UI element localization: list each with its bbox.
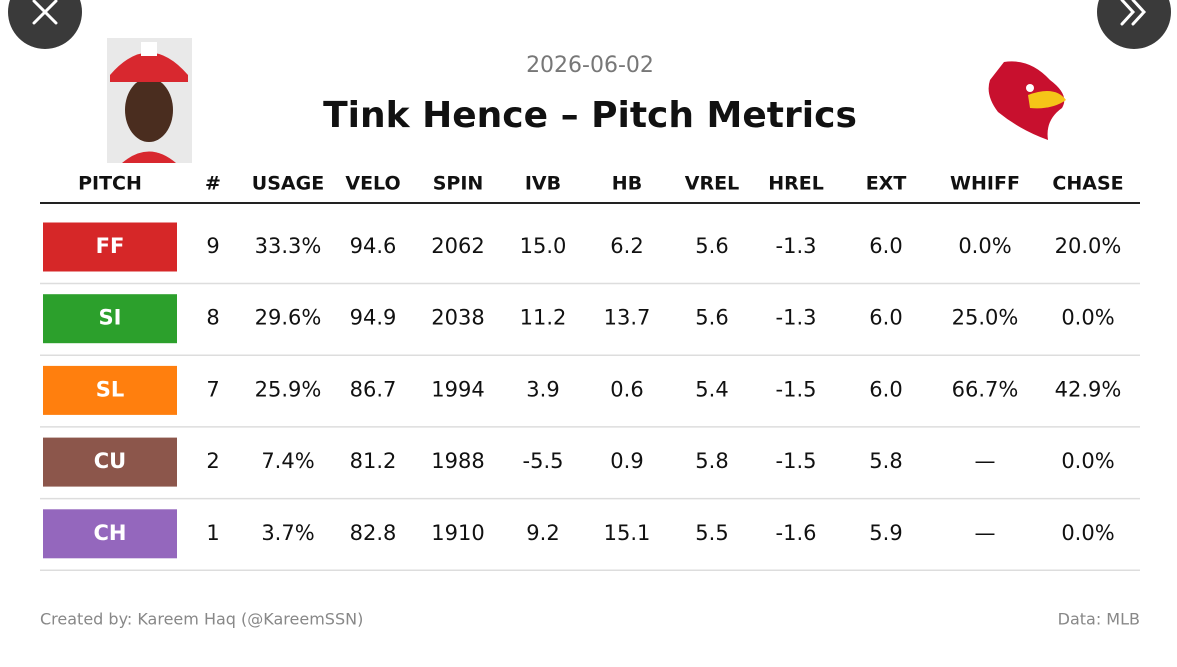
cell: 7 — [206, 377, 219, 401]
cell: 5.9 — [869, 521, 902, 545]
cell: -1.3 — [776, 306, 817, 330]
column-header: PITCH — [78, 173, 142, 195]
cell: — — [975, 449, 996, 473]
cell: 1988 — [431, 449, 484, 473]
cell: 20.0% — [1055, 234, 1122, 258]
column-header: EXT — [866, 173, 907, 195]
cell: -5.5 — [523, 449, 564, 473]
player-photo — [107, 38, 192, 163]
pitch-badge — [43, 222, 177, 272]
cell: 11.2 — [520, 306, 567, 330]
cell: 94.6 — [350, 234, 397, 258]
cell: 9 — [206, 234, 219, 258]
column-header: WHIFF — [950, 173, 1020, 195]
close-button[interactable] — [8, 0, 82, 49]
column-header: SPIN — [433, 173, 484, 195]
cell: 25.0% — [952, 306, 1019, 330]
cell: -1.6 — [776, 521, 817, 545]
cell: 5.6 — [695, 306, 728, 330]
cell: 1910 — [431, 521, 484, 545]
cell: -1.5 — [776, 449, 817, 473]
cell: 82.8 — [350, 521, 397, 545]
cell: 8 — [206, 306, 219, 330]
pitch-badge — [43, 437, 177, 487]
cell: 2062 — [431, 234, 484, 258]
cell: 15.1 — [604, 521, 651, 545]
cell: 6.0 — [869, 306, 902, 330]
cell: 5.4 — [695, 377, 728, 401]
cell: 5.8 — [695, 449, 728, 473]
team-logo — [988, 61, 1066, 141]
cell: 3.9 — [526, 377, 559, 401]
cell: 5.8 — [869, 449, 902, 473]
cell: 6.0 — [869, 377, 902, 401]
cell: 2 — [206, 449, 219, 473]
cell: 6.0 — [869, 234, 902, 258]
date: 2026-06-02 — [526, 53, 654, 78]
cell: 1 — [206, 521, 219, 545]
column-header: HREL — [768, 173, 824, 195]
table: PITCH # USAGE VELO SPIN IVB HB VREL HREL EXT WHIFF… — [40, 173, 1140, 572]
pitch-type: CU — [94, 449, 126, 473]
cell: 33.3% — [255, 234, 322, 258]
cell: 0.6 — [610, 377, 643, 401]
cell: 86.7 — [350, 377, 397, 401]
cell: 0.0% — [1061, 449, 1114, 473]
column-header: # — [205, 173, 221, 195]
pitch-badge — [43, 365, 177, 415]
pitch-badge — [43, 509, 177, 559]
cell: 42.9% — [1055, 377, 1122, 401]
cell: 9.2 — [526, 521, 559, 545]
cell: 5.5 — [695, 521, 728, 545]
cell: 3.7% — [261, 521, 314, 545]
column-header: VELO — [345, 173, 400, 195]
cell: -1.5 — [776, 377, 817, 401]
next-button[interactable] — [1097, 0, 1171, 49]
column-header: CHASE — [1052, 173, 1123, 195]
cell: 2038 — [431, 306, 484, 330]
column-header: HB — [612, 173, 642, 195]
cell: 25.9% — [255, 377, 322, 401]
cell: 13.7 — [604, 306, 651, 330]
cell: 66.7% — [952, 377, 1019, 401]
cell: 29.6% — [255, 306, 322, 330]
cell: 15.0 — [520, 234, 567, 258]
column-header: USAGE — [252, 173, 324, 195]
credit: Created by: Kareem Haq (@KareemSSN) — [40, 610, 363, 629]
cell: 0.0% — [1061, 306, 1114, 330]
cell: 94.9 — [350, 306, 397, 330]
cell: 81.2 — [350, 449, 397, 473]
cell: -1.3 — [776, 234, 817, 258]
cell: — — [975, 521, 996, 545]
column-header: VREL — [685, 173, 739, 195]
cell: 7.4% — [261, 449, 314, 473]
pitch-type: CH — [94, 521, 127, 545]
cell: 6.2 — [610, 234, 643, 258]
pitch-badge — [43, 294, 177, 344]
pitch-type: SL — [96, 377, 125, 401]
pitch-type: SI — [99, 306, 122, 330]
title: Tink Hence – Pitch Metrics — [323, 95, 857, 136]
cell: 5.6 — [695, 234, 728, 258]
column-header: IVB — [525, 173, 561, 195]
cell: 1994 — [431, 377, 484, 401]
cell: 0.0% — [1061, 521, 1114, 545]
cell: 0.9 — [610, 449, 643, 473]
pitch-type: FF — [96, 234, 125, 258]
source: Data: MLB — [1058, 610, 1140, 629]
cell: 0.0% — [958, 234, 1011, 258]
